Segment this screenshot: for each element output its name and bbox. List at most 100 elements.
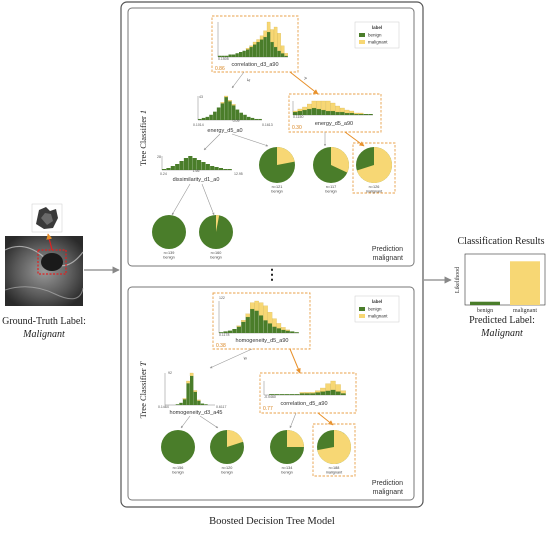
hist-bar-malignant	[258, 302, 264, 316]
ultrasound-panel	[4, 203, 84, 306]
hist-bar-malignant	[252, 41, 257, 45]
hist-bar-benign	[335, 391, 341, 395]
hist-bar-malignant	[299, 392, 305, 394]
hist-bar-benign	[274, 47, 278, 57]
hist-bar-malignant	[325, 100, 331, 112]
hist-bar-benign	[281, 53, 285, 57]
leaf-count: n=120	[222, 466, 233, 470]
predicted-value: Malignant	[480, 328, 523, 339]
svg-text:0.6117: 0.6117	[216, 405, 226, 409]
hist-bar-benign	[320, 391, 326, 395]
hist-bar-benign	[214, 167, 219, 170]
hist-bar-benign	[205, 116, 210, 120]
hist-bar-benign	[330, 389, 336, 395]
hist-bar-malignant	[277, 33, 281, 51]
svg-text:12.95: 12.95	[234, 172, 243, 176]
hist-bar-benign	[311, 108, 317, 115]
leaf-label: benign	[172, 471, 183, 475]
leaf-pie-malignant-slice	[277, 146, 295, 165]
hist-bar-benign	[325, 111, 331, 115]
hist-bar-benign	[315, 392, 321, 395]
hist-bar-malignant	[254, 300, 259, 311]
predicted-caption: Predicted Label:	[469, 315, 535, 326]
hist-bar-malignant	[256, 39, 260, 43]
svg-text:92: 92	[168, 371, 172, 375]
hist-bar-benign	[267, 323, 273, 333]
hist-bar-malignant	[320, 387, 326, 392]
hist-bar-benign	[302, 110, 307, 115]
hist-bar-benign	[235, 109, 240, 120]
model-box	[120, 1, 424, 508]
leaf-pie-malignant-slice	[331, 147, 349, 173]
hist-bar-benign	[363, 114, 369, 115]
svg-text:122: 122	[219, 296, 225, 300]
hist-bar-benign	[232, 329, 237, 333]
leaf-count: n=188	[329, 466, 340, 470]
results-ylabel: Likelihood	[455, 267, 461, 293]
svg-text:-0.0460: -0.0460	[264, 395, 276, 399]
legend: label benign malignant	[354, 295, 400, 323]
predicted-leaf-box	[352, 142, 396, 194]
hist-bar-benign	[249, 47, 253, 57]
hist-bar-malignant	[224, 95, 229, 98]
hist-bar-malignant	[292, 110, 298, 113]
results-xtick-malignant: malignant	[513, 308, 537, 314]
hist-bar-benign	[289, 394, 295, 395]
hist-bar-benign	[200, 403, 205, 405]
hist-bar-malignant	[220, 102, 225, 104]
hist-bar-benign	[218, 55, 222, 57]
hist-bar-benign	[243, 114, 247, 120]
hist-bar-benign	[260, 39, 264, 57]
hist-bar-malignant	[335, 105, 340, 113]
hist-bar-benign	[253, 44, 257, 57]
hist-bar-malignant	[284, 53, 288, 56]
hist-bar-benign	[340, 112, 345, 115]
hist-bar-benign	[330, 111, 336, 115]
hist-bar-benign	[290, 331, 295, 333]
hist-bar-benign	[219, 332, 224, 333]
hist-bar-benign	[307, 109, 312, 115]
leaf-pie	[210, 430, 244, 464]
hist-bar-benign	[340, 393, 346, 395]
tree-classifier-1: Tree Classifier 1 label benign malignant…	[127, 7, 415, 267]
hist-bar-malignant	[186, 380, 190, 384]
hist-bar-malignant	[330, 380, 336, 390]
hist-bar-benign	[223, 331, 228, 333]
hist-bar-malignant	[335, 384, 341, 392]
hist-bar-benign	[210, 166, 215, 170]
hist-bar-benign	[263, 320, 268, 333]
hist-bar-benign	[218, 168, 224, 170]
hist-bar-benign	[245, 317, 250, 333]
svg-text:0.1505: 0.1505	[218, 57, 229, 61]
hist-bar-benign	[256, 42, 260, 57]
hist-bar-benign	[284, 55, 288, 57]
hist-bar-malignant	[321, 100, 326, 111]
leaf-label: benign	[281, 471, 292, 475]
hist-bar-benign	[241, 321, 246, 333]
hist-bar-benign	[284, 394, 290, 395]
svg-text:0.1464: 0.1464	[158, 405, 169, 409]
leaf-label: benign	[221, 471, 232, 475]
hist-bar-malignant	[259, 35, 264, 40]
hist-bar-benign	[239, 112, 243, 120]
prediction-value: malignant	[373, 255, 403, 262]
tree-title: Tree Classifier T	[138, 360, 148, 418]
hist-bar-benign	[368, 114, 373, 115]
hist-bar-malignant	[276, 323, 282, 329]
svg-text:0.1014: 0.1014	[193, 123, 204, 127]
leaf-count: n=156	[173, 466, 184, 470]
leaf-label: malignant	[326, 471, 343, 475]
leaf-pie	[199, 215, 233, 249]
hist-bar-malignant	[266, 21, 271, 33]
hist-bar-benign	[335, 112, 340, 115]
hist-bar-benign	[193, 391, 197, 405]
hist-bar-benign	[254, 310, 259, 333]
leaf-count: n=160	[211, 251, 222, 255]
hist-bar-benign	[223, 169, 228, 170]
svg-text:1.66: 1.66	[193, 169, 200, 173]
hist-bar-malignant	[310, 392, 316, 394]
hist-bar-benign	[213, 111, 217, 120]
hist-bar-malignant	[297, 108, 303, 112]
